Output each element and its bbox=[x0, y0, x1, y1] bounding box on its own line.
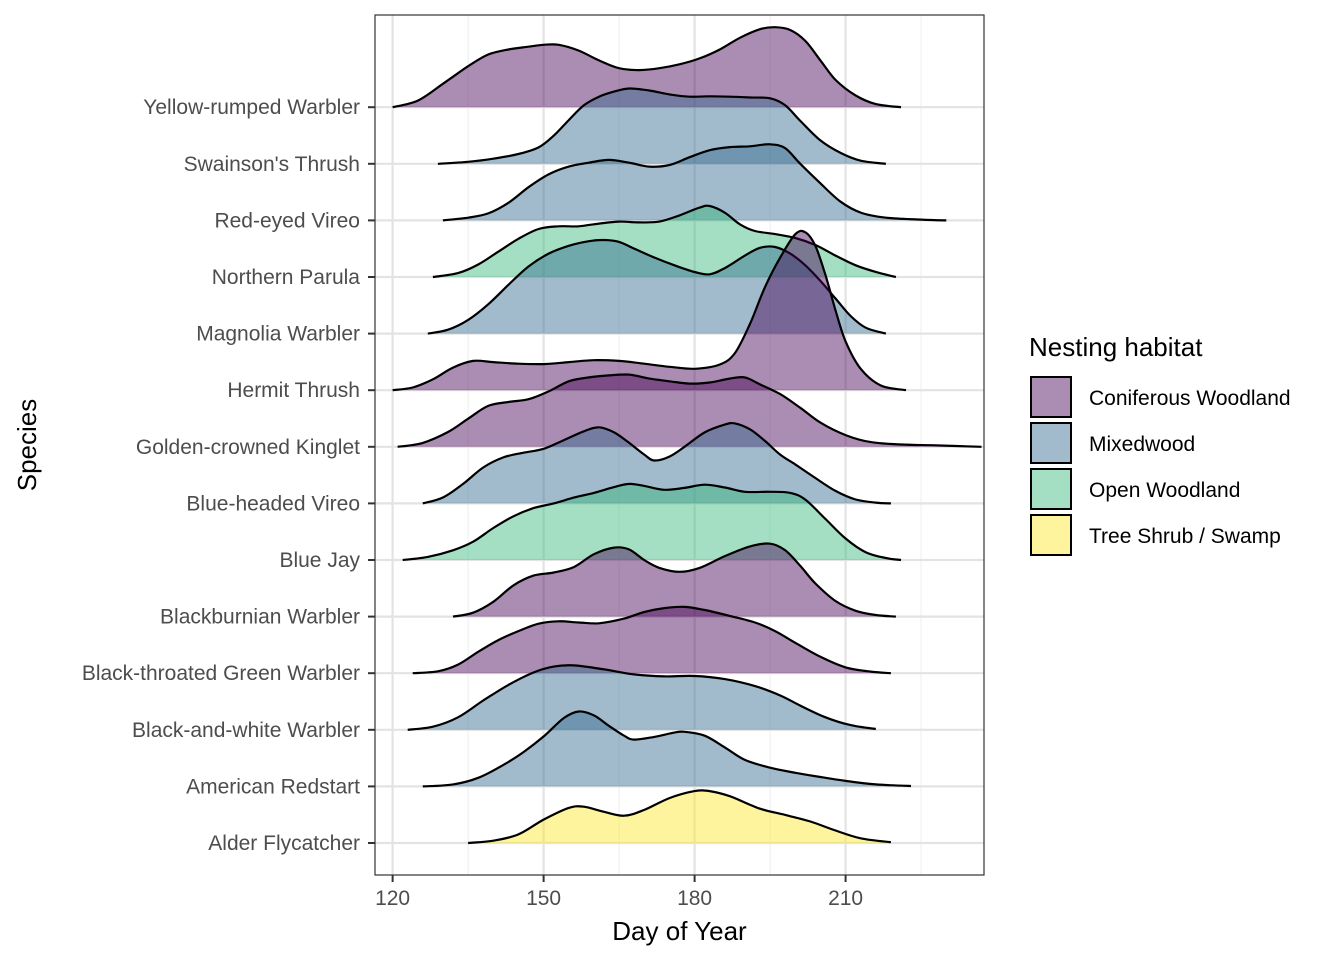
y-axis: Alder Flycatcher American Redstart Black-a… bbox=[82, 96, 375, 855]
ridge-alder-flycatcher bbox=[467, 789, 892, 845]
ridge-fill bbox=[407, 665, 876, 730]
x-tick-label: 120 bbox=[375, 887, 410, 910]
legend-swatch bbox=[1030, 376, 1072, 418]
y-tick-label: Red-eyed Vireo bbox=[214, 209, 360, 232]
ridge-outline bbox=[437, 87, 887, 165]
ridge-blackburnian-warbler bbox=[452, 542, 896, 618]
y-tick-label: American Redstart bbox=[186, 775, 360, 798]
y-tick-label: Black-throated Green Warbler bbox=[82, 662, 360, 685]
ridge-black-throated-green-warbler bbox=[412, 605, 891, 675]
ridge-fill bbox=[392, 27, 901, 108]
legend-swatch-bg bbox=[1030, 422, 1072, 464]
x-tick-label: 210 bbox=[828, 887, 863, 910]
ridge-outline bbox=[392, 229, 907, 392]
ridge-outline bbox=[392, 26, 902, 109]
ridge-fill bbox=[392, 230, 907, 391]
x-axis-title: Day of Year bbox=[612, 916, 747, 946]
y-tick-label: Hermit Thrush bbox=[227, 379, 360, 402]
ridge-fill bbox=[402, 483, 901, 560]
x-axis: 120 150 180 210 bbox=[375, 875, 863, 910]
legend-items: Coniferous Woodland Mixedwood Open Woodlan… bbox=[1030, 376, 1291, 556]
legend-swatch bbox=[1030, 514, 1072, 556]
ridge-outline bbox=[442, 143, 947, 222]
ridges bbox=[392, 26, 982, 845]
x-tick-label: 180 bbox=[677, 887, 712, 910]
ridge-outline bbox=[427, 238, 887, 335]
ridge-fill bbox=[422, 423, 891, 504]
y-tick-label: Northern Parula bbox=[212, 266, 361, 289]
ridge-outline bbox=[407, 664, 876, 731]
legend-swatch bbox=[1030, 422, 1072, 464]
ridge-outline bbox=[467, 789, 892, 845]
y-tick-label: Blue-headed Vireo bbox=[186, 492, 360, 515]
y-tick-label: Golden-crowned Kinglet bbox=[136, 436, 360, 459]
y-tick-label: Swainson's Thrush bbox=[184, 153, 360, 176]
legend-label: Coniferous Woodland bbox=[1089, 387, 1291, 410]
y-tick-label: Blue Jay bbox=[279, 549, 360, 572]
legend-swatch-bg bbox=[1030, 514, 1072, 556]
y-tick-label: Blackburnian Warbler bbox=[160, 606, 360, 629]
legend-label: Open Woodland bbox=[1089, 479, 1240, 502]
ridge-outline bbox=[412, 605, 891, 675]
legend-swatch-bg bbox=[1030, 468, 1072, 510]
legend: Nesting habitat Coniferous Woodland Mixed… bbox=[1029, 332, 1291, 556]
ridge-fill bbox=[442, 144, 947, 221]
ridge-outline bbox=[397, 373, 982, 448]
y-tick-label: Yellow-rumped Warbler bbox=[143, 96, 360, 119]
panel-border bbox=[374, 14, 985, 876]
ridge-fill bbox=[468, 790, 891, 843]
ridge-outline bbox=[452, 542, 896, 618]
y-tick-label: Black-and-white Warbler bbox=[132, 719, 360, 742]
ridge-black-and-white-warbler bbox=[407, 664, 876, 731]
ridge-blue-jay bbox=[402, 482, 902, 562]
ridge-fill bbox=[427, 239, 886, 334]
ridge-blue-headed-vireo bbox=[422, 421, 891, 505]
ridge-fill bbox=[422, 711, 911, 787]
ridge-fill bbox=[397, 374, 982, 447]
ridge-yellow-rumped-warbler bbox=[392, 26, 902, 109]
legend-item: Mixedwood bbox=[1030, 422, 1195, 464]
ridge-hermit-thrush bbox=[392, 229, 907, 392]
legend-label: Mixedwood bbox=[1089, 433, 1195, 456]
ridge-golden-crowned-kinglet bbox=[397, 373, 982, 448]
ridge-fill bbox=[453, 543, 896, 617]
ridge-red-eyed-vireo bbox=[442, 143, 947, 222]
ridge-outline bbox=[422, 710, 912, 788]
legend-title: Nesting habitat bbox=[1029, 332, 1203, 362]
ridge-fill bbox=[412, 606, 891, 674]
x-tick-label: 150 bbox=[526, 887, 561, 910]
ridge-american-redstart bbox=[422, 710, 912, 788]
y-tick-label: Alder Flycatcher bbox=[208, 832, 360, 855]
legend-item: Coniferous Woodland bbox=[1030, 376, 1291, 418]
ridge-outline bbox=[402, 482, 902, 562]
ridge-outline bbox=[422, 421, 891, 505]
ridge-magnolia-warbler bbox=[427, 238, 887, 335]
legend-swatch-bg bbox=[1030, 376, 1072, 418]
y-axis-title: Species bbox=[12, 399, 42, 492]
legend-item: Open Woodland bbox=[1030, 468, 1240, 510]
legend-label: Tree Shrub / Swamp bbox=[1089, 525, 1281, 548]
legend-swatch bbox=[1030, 468, 1072, 510]
y-tick-label: Magnolia Warbler bbox=[196, 323, 360, 346]
legend-item: Tree Shrub / Swamp bbox=[1030, 514, 1281, 556]
